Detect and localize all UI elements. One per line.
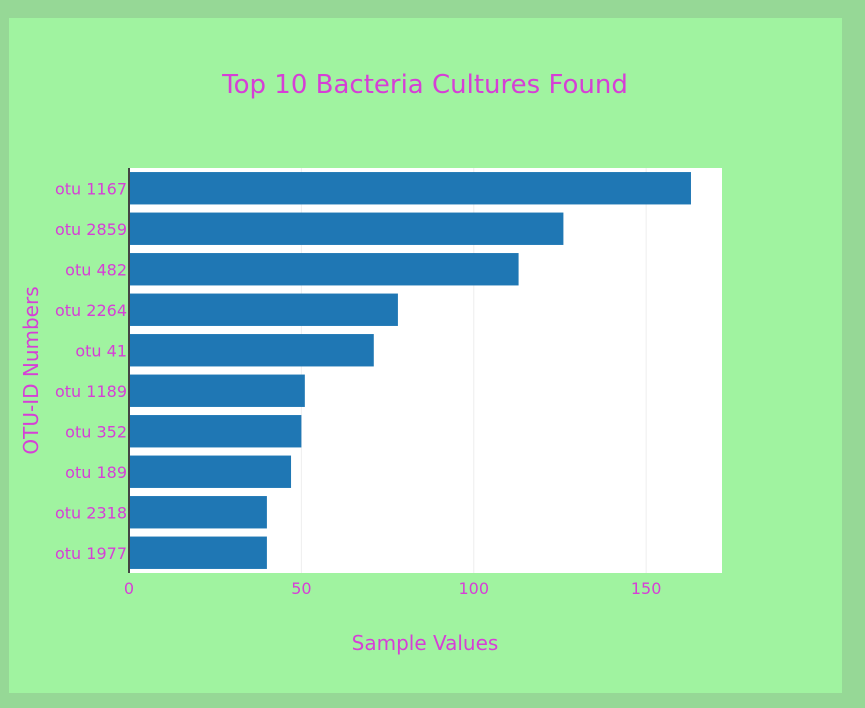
x-tick-label: 150 (631, 579, 662, 598)
y-tick-label: otu 2859 (55, 220, 127, 239)
bar-chart: Top 10 Bacteria Cultures Found 0 50 100 150… (19, 70, 722, 655)
bar[interactable] (129, 253, 519, 286)
y-tick-label: otu 352 (65, 422, 127, 441)
x-tick-label: 100 (458, 579, 489, 598)
bar[interactable] (129, 455, 292, 488)
y-tick-label: otu 1167 (55, 179, 127, 198)
bar[interactable] (129, 536, 267, 569)
y-tick-label: otu 2318 (55, 503, 127, 522)
bar[interactable] (129, 293, 398, 326)
x-axis-title: Sample Values (352, 631, 499, 655)
y-tick-label: otu 1189 (55, 382, 127, 401)
bar[interactable] (129, 172, 691, 205)
bars (129, 172, 691, 569)
y-tick-labels: otu 1167 otu 2859 otu 482 otu 2264 otu 41 otu… (55, 179, 127, 563)
y-tick-label: otu 189 (65, 463, 127, 482)
bar[interactable] (129, 374, 305, 407)
y-tick-label: otu 2264 (55, 301, 127, 320)
y-tick-label: otu 482 (65, 260, 127, 279)
bar[interactable] (129, 212, 564, 245)
chart-panel: Top 10 Bacteria Cultures Found 0 50 100 150… (9, 18, 842, 693)
x-tick-label: 0 (124, 579, 134, 598)
bar[interactable] (129, 334, 374, 367)
chart-title: Top 10 Bacteria Cultures Found (221, 70, 628, 100)
y-tick-label: otu 41 (75, 341, 127, 360)
bar[interactable] (129, 415, 302, 448)
bar[interactable] (129, 496, 267, 529)
x-tick-labels: 0 50 100 150 (124, 579, 662, 598)
y-tick-label: otu 1977 (55, 544, 127, 563)
y-axis-title: OTU-ID Numbers (19, 286, 43, 454)
x-tick-label: 50 (291, 579, 311, 598)
